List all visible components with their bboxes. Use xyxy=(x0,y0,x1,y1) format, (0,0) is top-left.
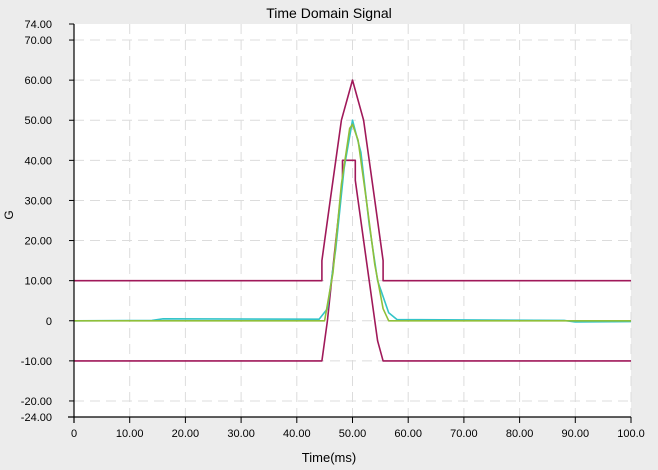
x-tick-label: 20.00 xyxy=(172,428,200,440)
x-tick-label: 60.00 xyxy=(394,428,422,440)
y-tick-label: 60.00 xyxy=(24,75,52,87)
x-tick-label: 90.00 xyxy=(562,428,590,440)
x-tick-label: 80.00 xyxy=(506,428,534,440)
x-tick-label: 100.0 xyxy=(617,428,645,440)
y-axis-label: G xyxy=(2,210,16,220)
x-tick-label: 40.00 xyxy=(283,428,311,440)
series-line-2 xyxy=(74,159,631,362)
y-tick-label: 20.00 xyxy=(24,236,52,248)
y-tick-label: -24.00 xyxy=(21,412,52,424)
x-tick-label: 50.00 xyxy=(339,428,367,440)
y-tick-label: 0 xyxy=(46,316,52,328)
y-tick-label: 70.00 xyxy=(24,35,52,47)
series-line-4 xyxy=(74,123,631,322)
y-tick-label: -20.00 xyxy=(21,396,52,408)
series-line-1 xyxy=(74,79,631,282)
y-tick-label: 74.00 xyxy=(24,19,52,31)
x-tick-label: 10.00 xyxy=(116,428,144,440)
y-tick-label: 10.00 xyxy=(24,276,52,288)
y-tick-label: -10.00 xyxy=(21,356,52,368)
y-tick-label: 50.00 xyxy=(24,115,52,127)
y-tick-label: 40.00 xyxy=(24,155,52,167)
x-tick-label: 0 xyxy=(71,428,77,440)
y-tick-label: 30.00 xyxy=(24,195,52,207)
x-tick-label: 30.00 xyxy=(227,428,255,440)
chart-title: Time Domain Signal xyxy=(266,5,392,21)
x-axis-label: Time(ms) xyxy=(301,450,357,465)
x-tick-label: 70.00 xyxy=(450,428,478,440)
